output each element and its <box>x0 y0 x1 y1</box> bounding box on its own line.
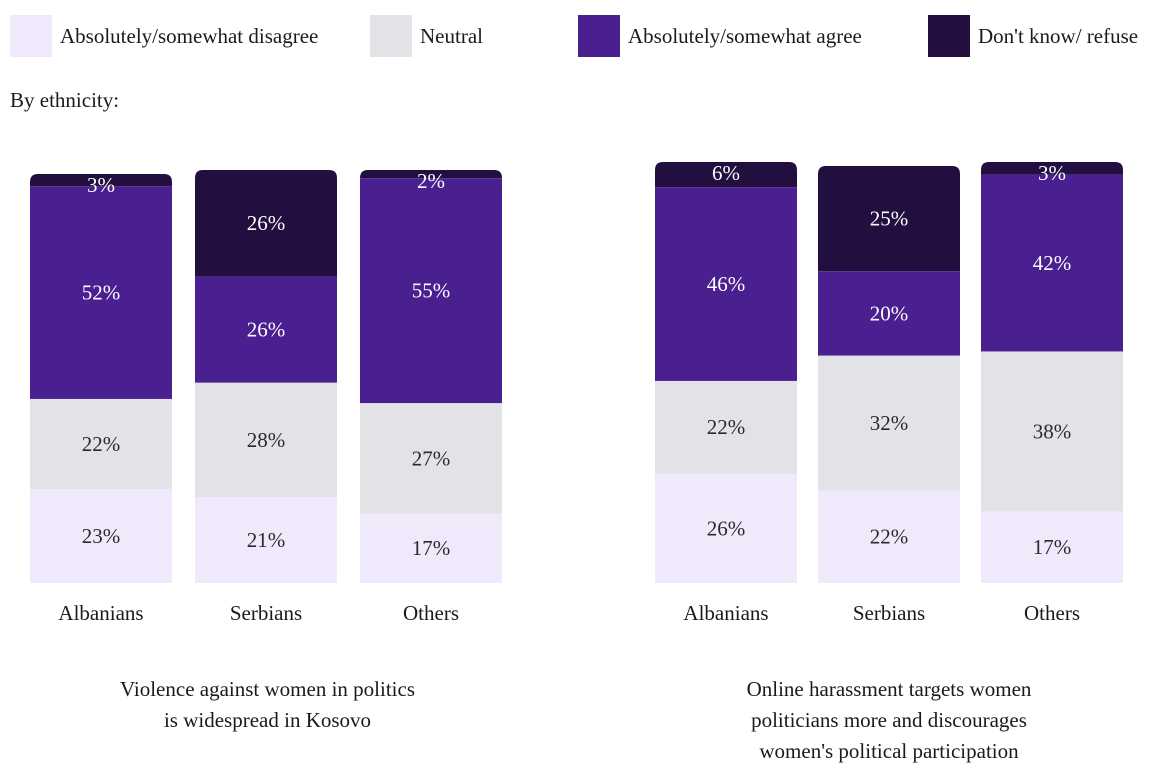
bar-segment-2-others-agree <box>981 174 1123 352</box>
chart-1-caption: Violence against women in politics is wi… <box>30 674 505 736</box>
category-label-1-serbians: Serbians <box>230 601 302 625</box>
bar-2-serbians: 22% 32% 20% 25% <box>818 166 960 583</box>
bar-segment-2-others-dont-know <box>981 162 1123 175</box>
bar-2-others: 17% 38% 42% 3% <box>981 161 1123 583</box>
chart-2-caption-line-1: Online harassment targets women <box>746 677 1032 701</box>
value-label-2-others-agree: 42% <box>1033 251 1072 275</box>
bar-segment-1-albanians-neutral <box>30 398 172 489</box>
value-label-1-others-disagree: 17% <box>412 536 451 560</box>
bar-2-albanians: 26% 22% 46% 6% <box>655 161 797 583</box>
legend-label-disagree: Absolutely/somewhat disagree <box>60 23 319 48</box>
bar-segment-2-serbians-disagree <box>818 490 960 583</box>
legend-swatch-neutral <box>370 15 412 57</box>
value-label-2-serbians-disagree: 22% <box>870 525 909 549</box>
bar-segment-2-serbians-agree <box>818 271 960 356</box>
bar-segment-2-others-neutral <box>981 351 1123 512</box>
chart-2-caption: Online harassment targets women politici… <box>655 674 1123 767</box>
value-label-2-serbians-neutral: 32% <box>870 411 909 435</box>
legend-item-neutral: Neutral <box>370 15 483 57</box>
legend-item-dont-know: Don't know/ refuse <box>928 15 1138 57</box>
value-label-1-albanians-neutral: 22% <box>82 432 121 456</box>
bar-segment-1-others-disagree <box>360 513 502 583</box>
chart-subtitle: By ethnicity: <box>10 88 120 112</box>
value-label-1-albanians-disagree: 23% <box>82 524 121 548</box>
legend-label-agree: Absolutely/somewhat agree <box>628 23 862 48</box>
bar-segment-1-others-dont-know <box>360 170 502 179</box>
chart-legend: Absolutely/somewhat disagree Neutral Abs… <box>0 0 1162 80</box>
bar-segment-2-others-disagree <box>981 511 1123 583</box>
bar-segment-1-others-agree <box>360 178 502 404</box>
value-label-2-albanians-dont-know: 6% <box>712 161 740 185</box>
category-label-1-albanians: Albanians <box>58 601 143 625</box>
value-label-1-others-agree: 55% <box>412 279 451 303</box>
legend-label-neutral: Neutral <box>420 23 483 48</box>
value-label-2-albanians-neutral: 22% <box>707 415 746 439</box>
bar-segment-1-serbians-agree <box>195 276 337 383</box>
bar-1-albanians: 23% 22% 52% 3% <box>30 173 172 583</box>
value-label-2-others-disagree: 17% <box>1033 535 1072 559</box>
legend-swatch-disagree <box>10 15 52 57</box>
bar-segment-1-albanians-agree <box>30 186 172 399</box>
value-label-2-serbians-agree: 20% <box>870 301 909 325</box>
bar-segment-2-albanians-disagree <box>655 473 797 583</box>
value-label-1-serbians-neutral: 28% <box>247 428 286 452</box>
legend-swatch-agree <box>578 15 620 57</box>
bar-segment-1-serbians-disagree <box>195 497 337 583</box>
value-label-1-others-dont-know: 2% <box>417 169 445 193</box>
category-label-2-albanians: Albanians <box>683 601 768 625</box>
value-label-1-serbians-agree: 26% <box>247 317 286 341</box>
category-label-2-others: Others <box>1024 601 1080 625</box>
value-label-1-serbians-disagree: 21% <box>247 528 286 552</box>
bar-segment-1-albanians-dont-know <box>30 174 172 187</box>
bar-segment-2-albanians-dont-know <box>655 162 797 188</box>
value-label-1-albanians-agree: 52% <box>82 281 121 305</box>
legend-swatch-dont-know <box>928 15 970 57</box>
value-label-1-others-neutral: 27% <box>412 446 451 470</box>
value-label-2-albanians-disagree: 26% <box>707 516 746 540</box>
bar-segment-1-serbians-neutral <box>195 382 337 498</box>
chart-2-caption-line-2: politicians more and discourages <box>751 708 1027 732</box>
legend-label-dont-know: Don't know/ refuse <box>978 23 1139 48</box>
category-label-1-others: Others <box>403 601 459 625</box>
bar-1-serbians: 21% 28% 26% 26% <box>195 170 337 583</box>
bar-segment-2-albanians-agree <box>655 187 797 381</box>
value-label-2-albanians-agree: 46% <box>707 272 746 296</box>
value-label-1-albanians-dont-know: 3% <box>87 173 115 197</box>
bar-segment-1-others-neutral <box>360 403 502 514</box>
bar-segment-2-serbians-neutral <box>818 355 960 491</box>
chart-1-caption-line-1: Violence against women in politics <box>119 677 415 701</box>
value-label-1-serbians-dont-know: 26% <box>247 211 286 235</box>
bar-1-others: 17% 27% 55% 2% <box>360 169 502 583</box>
legend-item-agree: Absolutely/somewhat agree <box>578 15 862 57</box>
value-label-2-others-neutral: 38% <box>1033 419 1072 443</box>
chart-1-caption-line-2: is widespread in Kosovo <box>163 708 372 732</box>
legend-item-disagree: Absolutely/somewhat disagree <box>10 15 318 57</box>
value-label-2-serbians-dont-know: 25% <box>870 207 909 231</box>
chart-2-caption-line-3: women's political participation <box>759 739 1019 763</box>
bar-segment-2-albanians-neutral <box>655 380 797 474</box>
bar-segment-1-albanians-disagree <box>30 488 172 583</box>
category-label-2-serbians: Serbians <box>853 601 925 625</box>
value-label-2-others-dont-know: 3% <box>1038 161 1066 185</box>
bar-segment-1-serbians-dont-know <box>195 170 337 277</box>
bar-segment-2-serbians-dont-know <box>818 166 960 272</box>
